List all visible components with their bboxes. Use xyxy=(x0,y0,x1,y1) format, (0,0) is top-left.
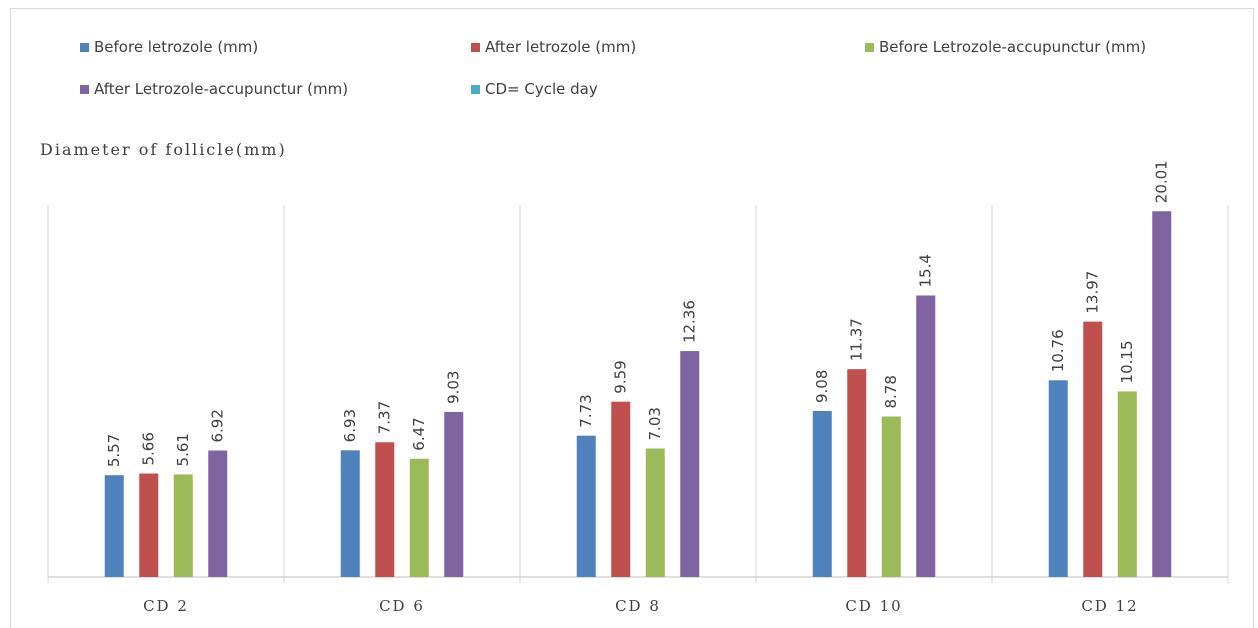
bar xyxy=(139,473,159,577)
legend-label: Before letrozole (mm) xyxy=(94,38,259,56)
bar xyxy=(444,411,464,577)
bar xyxy=(208,450,228,577)
data-label: 10.15 xyxy=(1118,341,1136,384)
bar xyxy=(812,411,832,577)
bar xyxy=(409,458,429,577)
legend-swatch xyxy=(865,42,874,52)
bar xyxy=(881,416,901,577)
bar xyxy=(611,401,631,577)
legend-item-after-letrozole-accupunctur: After Letrozole-accupunctur (mm) xyxy=(80,80,348,98)
bar xyxy=(1152,211,1172,577)
data-label: 13.97 xyxy=(1084,271,1102,314)
legend-label: CD= Cycle day xyxy=(485,80,598,98)
bar xyxy=(340,450,360,577)
data-label: 8.78 xyxy=(882,375,900,408)
data-label: 5.61 xyxy=(174,433,192,466)
y-axis-title: Diameter of follicle(mm) xyxy=(40,140,287,159)
bar xyxy=(1083,321,1103,577)
bar xyxy=(916,295,936,577)
bar xyxy=(1117,391,1137,577)
chart-frame xyxy=(10,8,1254,628)
data-label: 5.66 xyxy=(140,432,158,465)
data-label: 6.47 xyxy=(410,417,428,450)
bar xyxy=(680,351,700,577)
x-tick-label: CD 8 xyxy=(615,597,661,615)
legend-item-before-letrozole: Before letrozole (mm) xyxy=(80,38,258,56)
data-label: 9.08 xyxy=(813,370,831,403)
data-label: 10.76 xyxy=(1049,329,1067,372)
x-tick-label: CD 12 xyxy=(1081,597,1138,615)
bar xyxy=(375,442,395,577)
data-label: 7.03 xyxy=(646,407,664,440)
bar xyxy=(576,435,596,577)
data-label: 7.37 xyxy=(376,401,394,434)
legend-item-after-letrozole: After letrozole (mm) xyxy=(471,38,636,56)
legend-swatch xyxy=(471,84,480,94)
legend-label: After letrozole (mm) xyxy=(485,38,637,56)
data-label: 15.4 xyxy=(917,254,935,287)
data-label: 9.03 xyxy=(445,371,463,404)
legend-swatch xyxy=(471,42,480,52)
data-label: 5.57 xyxy=(105,434,123,467)
legend-label: Before Letrozole-accupunctur (mm) xyxy=(879,38,1147,56)
data-label: 12.36 xyxy=(681,300,699,343)
data-label: 11.37 xyxy=(848,318,866,361)
x-tick-label: CD 6 xyxy=(379,597,425,615)
bar xyxy=(173,474,193,577)
legend-item-cycle-day: CD= Cycle day xyxy=(471,80,598,98)
legend-swatch xyxy=(80,42,89,52)
x-tick-label: CD 10 xyxy=(845,597,902,615)
legend-swatch xyxy=(80,84,89,94)
legend-label: After Letrozole-accupunctur (mm) xyxy=(94,80,349,98)
legend-item-before-letrozole-accupunctur: Before Letrozole-accupunctur (mm) xyxy=(865,38,1146,56)
data-label: 7.73 xyxy=(577,394,595,427)
bar xyxy=(1048,380,1068,577)
x-tick-label: CD 2 xyxy=(143,597,189,615)
data-label: 6.92 xyxy=(209,409,227,442)
data-label: 9.59 xyxy=(612,360,630,393)
data-label: 20.01 xyxy=(1153,160,1171,203)
bar xyxy=(847,369,867,577)
bar xyxy=(645,448,665,577)
bar xyxy=(104,475,124,577)
data-label: 6.93 xyxy=(341,409,359,442)
legend: Before letrozole (mm) After letrozole (m… xyxy=(0,0,1258,110)
